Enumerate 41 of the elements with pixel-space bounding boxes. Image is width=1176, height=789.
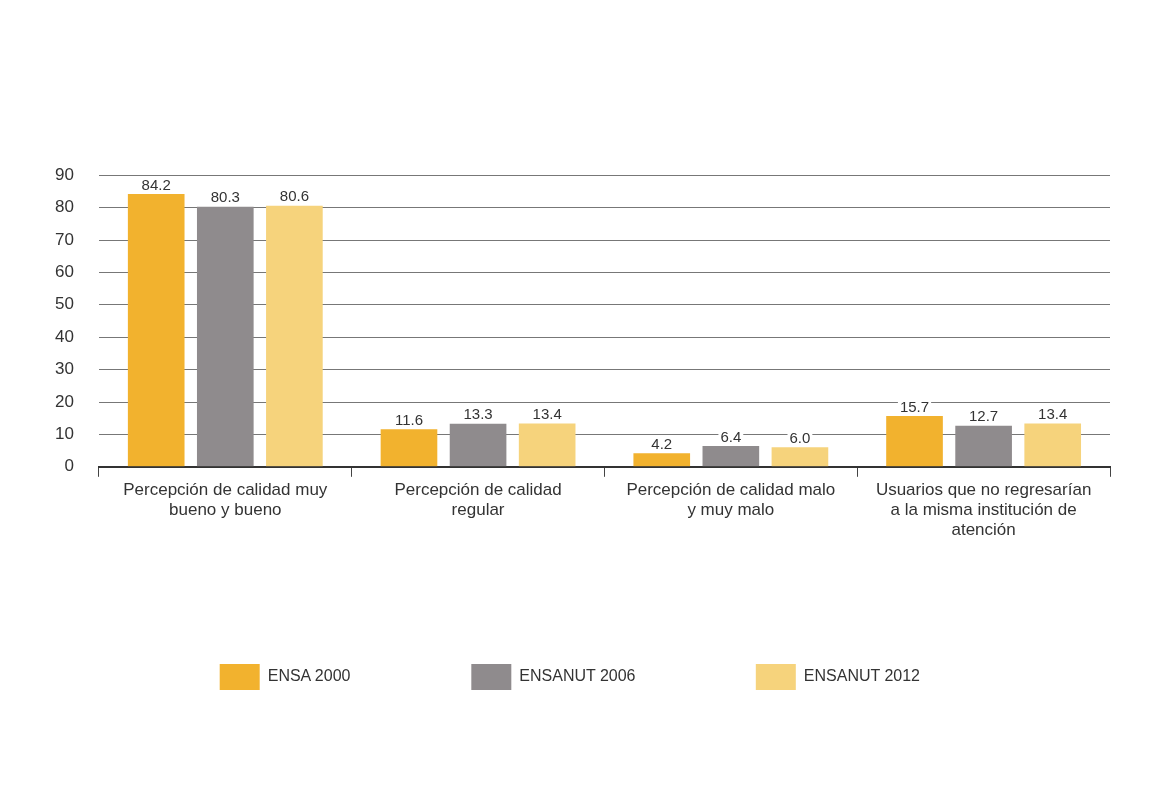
bar — [449, 423, 507, 467]
y-tick-label: 60 — [54, 262, 74, 282]
legend-label: ENSANUT 2012 — [803, 667, 921, 685]
y-tick-label: 10 — [54, 424, 74, 444]
x-tick-label: Percepción de calidad malo y muy malo — [626, 479, 836, 520]
data-label: 4.2 — [651, 434, 673, 452]
y-tick-label: 80 — [54, 197, 74, 217]
x-tick-label: Usuarios que no regresarían a la misma institución de atención — [875, 479, 1092, 540]
bar — [196, 206, 254, 467]
y-tick-label: 0 — [64, 456, 74, 476]
bar — [702, 446, 760, 467]
bar — [127, 193, 185, 467]
data-label: 80.6 — [279, 187, 309, 205]
data-label: 15.7 — [899, 397, 930, 415]
bar — [633, 453, 691, 467]
data-label: 6.4 — [720, 427, 742, 445]
data-label: 13.3 — [463, 405, 493, 423]
data-label: 13.4 — [532, 405, 562, 423]
y-tick-label: 30 — [54, 359, 74, 379]
bar — [518, 423, 576, 467]
bar — [1024, 423, 1082, 467]
data-label: 6.0 — [789, 429, 811, 446]
x-tick-label: Percepción de calidad regular — [394, 479, 562, 520]
y-tick-label: 90 — [54, 164, 74, 184]
data-label: 13.4 — [1038, 405, 1068, 423]
bar — [955, 425, 1012, 467]
y-tick-label: 40 — [54, 326, 74, 346]
x-tick-label: Percepción de calidad muy bueno y bueno — [123, 479, 328, 520]
y-tick-label: 70 — [54, 229, 74, 249]
bar — [380, 429, 438, 467]
bar — [886, 415, 943, 467]
data-label: 11.6 — [394, 410, 424, 428]
y-tick-label: 50 — [54, 294, 74, 314]
bar — [771, 447, 829, 467]
legend-label: ENSANUT 2006 — [519, 667, 636, 685]
data-label: 12.7 — [969, 407, 999, 425]
bar — [266, 205, 323, 467]
y-tick-label: 20 — [54, 391, 74, 411]
data-label: 80.3 — [210, 188, 240, 206]
legend-label: ENSA 2000 — [267, 667, 351, 685]
data-label: 84.2 — [141, 175, 171, 193]
